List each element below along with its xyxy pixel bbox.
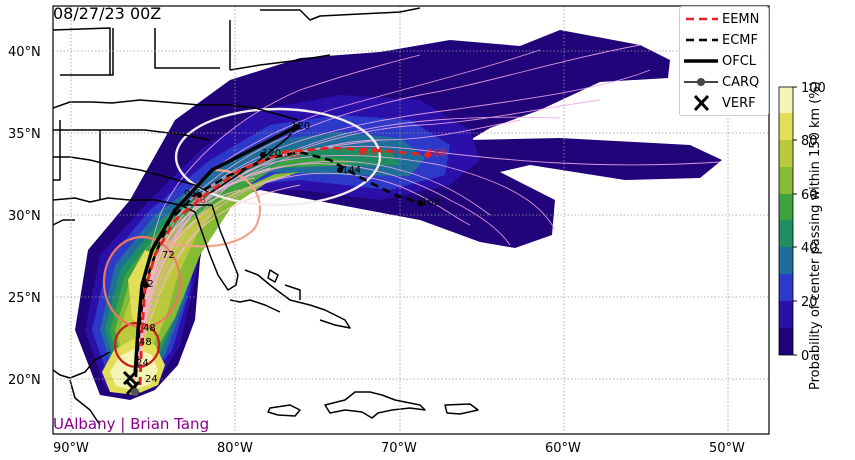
map-area: 48 48 24 24 72 72 96 96 120 120 120 144 … [53, 6, 769, 434]
svg-text:60: 60 [801, 188, 818, 203]
svg-text:90°W: 90°W [53, 441, 89, 456]
svg-text:48: 48 [143, 323, 156, 334]
svg-text:144: 144 [364, 146, 383, 157]
svg-text:72: 72 [162, 250, 175, 261]
dashed-black-line-icon [680, 30, 722, 50]
legend-item-verf: VERF [680, 93, 770, 113]
legend-item-eemn: EEMN [680, 9, 770, 29]
svg-text:120: 120 [282, 149, 301, 160]
svg-text:20: 20 [801, 295, 818, 310]
line-with-dot-icon [680, 72, 722, 92]
svg-text:40: 40 [801, 241, 818, 256]
colorbar: 0 20 40 60 80 100 [778, 81, 826, 364]
lon-tick-labels: 90°W 80°W 70°W 60°W 50°W [53, 441, 745, 456]
legend-item-carq: CARQ [680, 72, 770, 92]
svg-text:72: 72 [141, 279, 154, 290]
eemn-track [138, 146, 431, 386]
axes-frame [52, 5, 770, 435]
lat-tick-labels: 40°N 35°N 30°N 25°N 20°N [8, 45, 41, 388]
probability-swath [75, 30, 722, 400]
svg-text:120: 120 [291, 121, 310, 132]
gridlines [53, 6, 769, 434]
ofcl-track [133, 123, 301, 376]
track-markers [143, 124, 431, 288]
svg-text:24: 24 [145, 374, 158, 385]
svg-text:70°W: 70°W [381, 441, 417, 456]
svg-text:60°W: 60°W [545, 441, 581, 456]
track-legend: EEMN ECMF OFCL CARQ VERF [679, 6, 769, 116]
svg-text:20°N: 20°N [8, 373, 41, 388]
x-marker-icon [680, 93, 722, 113]
legend-item-ofcl: OFCL [680, 51, 770, 71]
legend-item-ecmf: ECMF [680, 30, 770, 50]
svg-text:144: 144 [342, 165, 361, 176]
svg-text:168: 168 [427, 148, 446, 159]
forecast-datestamp: 08/27/23 00Z [53, 4, 162, 23]
svg-text:96: 96 [184, 189, 197, 200]
svg-text:100: 100 [801, 81, 826, 96]
svg-text:168: 168 [421, 197, 440, 208]
author-credit: UAlbany | Brian Tang [53, 415, 210, 433]
svg-text:24: 24 [136, 358, 149, 369]
svg-text:40°N: 40°N [8, 45, 41, 60]
svg-text:25°N: 25°N [8, 291, 41, 306]
svg-text:30°N: 30°N [8, 209, 41, 224]
solid-black-line-icon [680, 51, 722, 71]
coastlines-borders [53, 7, 479, 426]
svg-text:80°W: 80°W [217, 441, 253, 456]
colorbar-label: Probability of center passing within 150… [808, 81, 823, 390]
verification-markers [122, 370, 141, 396]
track-labels: 48 48 24 24 72 72 96 96 120 120 120 144 … [136, 121, 446, 385]
svg-text:80: 80 [801, 134, 818, 149]
svg-text:50°W: 50°W [709, 441, 745, 456]
svg-text:35°N: 35°N [8, 127, 41, 142]
svg-text:0: 0 [801, 349, 809, 364]
svg-text:96: 96 [193, 195, 206, 206]
svg-text:48: 48 [139, 337, 152, 348]
dashed-red-line-icon [680, 9, 722, 29]
svg-text:120: 120 [262, 148, 281, 159]
